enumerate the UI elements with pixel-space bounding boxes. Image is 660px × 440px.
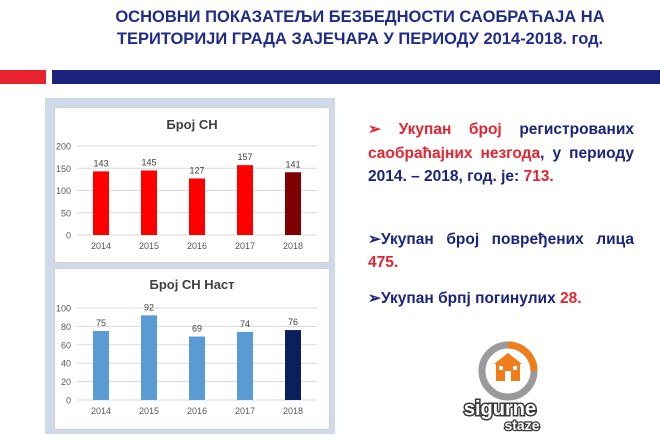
x-tick-label: 2014 (91, 406, 111, 416)
bullet-3-value: 28. (560, 289, 582, 307)
bullet-1-text-1: регистрованих (501, 121, 634, 138)
x-tick-label: 2014 (91, 241, 111, 251)
summary-bullets: ➢ Укупан број регистрованих саобраћајних… (368, 118, 634, 310)
bullet-total-killed: ➢Укупан брпј погинулих 28. (368, 287, 634, 311)
data-label: 127 (189, 165, 204, 175)
bullet-arrow-icon: ➢ (368, 230, 381, 248)
title-line-1: ОСНОВНИ ПОКАЗАТЕЉИ БЕЗБЕДНОСТИ САОБРАЋАЈ… (115, 8, 605, 26)
bullet-1-text-2: , у периоду 2014. – 2018, год. је: (368, 144, 635, 186)
chart-injured: Број СН Наст 0 20 40 60 80 100 75 2014 92 2015 69 20… (56, 277, 317, 416)
bar (93, 331, 109, 400)
logo-text-1: sigurne (464, 398, 536, 420)
logo-arc-icon (507, 341, 538, 372)
x-tick-label: 2017 (235, 406, 255, 416)
bullet-2-text: Укупан број повређених лица (381, 230, 634, 248)
data-label: 141 (285, 159, 300, 169)
bullet-total-accidents: ➢ Укупан број регистрованих саобраћајних… (368, 118, 634, 189)
bullet-arrow-icon: ➢ (368, 121, 381, 138)
x-tick-label: 2018 (283, 406, 303, 416)
bar (285, 330, 301, 400)
y-tick-label: 0 (66, 231, 71, 241)
x-tick-label: 2015 (139, 406, 159, 416)
bar (141, 315, 157, 400)
title-line-2: ТЕРИТОРИЈИ ГРАДА ЗАЈЕЧАРА У ПЕРИОДУ 2014… (116, 30, 604, 48)
data-label: 76 (288, 317, 298, 327)
chart-panel-accidents: Број СН 0 50 100 150 200 143 2014 145 2015 127 2016… (54, 107, 330, 263)
x-tick-label: 2016 (187, 406, 207, 416)
header-blue-bar (52, 70, 660, 84)
x-tick-label: 2018 (283, 241, 303, 251)
data-label: 143 (93, 158, 108, 168)
x-tick-label: 2017 (235, 241, 255, 251)
y-tick-label: 0 (66, 396, 71, 406)
data-label: 157 (237, 152, 252, 162)
bar (189, 336, 205, 400)
y-tick-label: 50 (61, 208, 71, 218)
data-label: 69 (192, 324, 202, 334)
x-tick-label: 2015 (139, 241, 159, 251)
page-title: ОСНОВНИ ПОКАЗАТЕЉИ БЕЗБЕДНОСТИ САОБРАЋАЈ… (70, 6, 650, 50)
bar (141, 170, 157, 235)
y-tick-label: 100 (56, 186, 71, 196)
bar (285, 172, 301, 235)
data-label: 75 (96, 318, 106, 328)
chart-title: Број СН (166, 117, 217, 132)
sigurne-staze-logo: sigurne staze (456, 335, 576, 435)
bullet-3-text: Укупан брпј погинулих (381, 289, 560, 307)
data-label: 74 (240, 319, 250, 329)
y-tick-label: 80 (61, 322, 71, 332)
y-tick-label: 20 (61, 377, 71, 387)
bullet-1-highlight-2: саобраћајних незгода (368, 144, 541, 162)
data-label: 92 (144, 302, 154, 312)
bullet-1-highlight-1: Укупан број (398, 121, 502, 138)
y-tick-label: 60 (61, 340, 71, 350)
bullet-total-injured: ➢Укупан број повређених лица 475. (368, 228, 634, 275)
data-label: 145 (141, 157, 156, 167)
chart-title: Број СН Наст (149, 277, 234, 292)
bar (237, 165, 253, 235)
y-tick-label: 200 (56, 142, 71, 152)
bar (237, 331, 253, 400)
bullet-arrow-icon: ➢ (368, 289, 381, 307)
bullet-1-value: 713. (523, 168, 554, 185)
y-tick-label: 40 (61, 359, 71, 369)
bullet-2-value: 475. (368, 254, 399, 271)
chart-panel-injured: Број СН Наст 0 20 40 60 80 100 75 2014 92 2015 69 20… (54, 268, 330, 430)
chart-accidents: Број СН 0 50 100 150 200 143 2014 145 2015 127 2016… (56, 117, 317, 251)
bar (189, 178, 205, 235)
bar (93, 171, 109, 235)
logo-text-2: staze (504, 417, 539, 433)
header-red-bar (0, 70, 46, 84)
y-tick-label: 100 (56, 304, 71, 314)
x-tick-label: 2016 (187, 241, 207, 251)
y-tick-label: 150 (56, 164, 71, 174)
